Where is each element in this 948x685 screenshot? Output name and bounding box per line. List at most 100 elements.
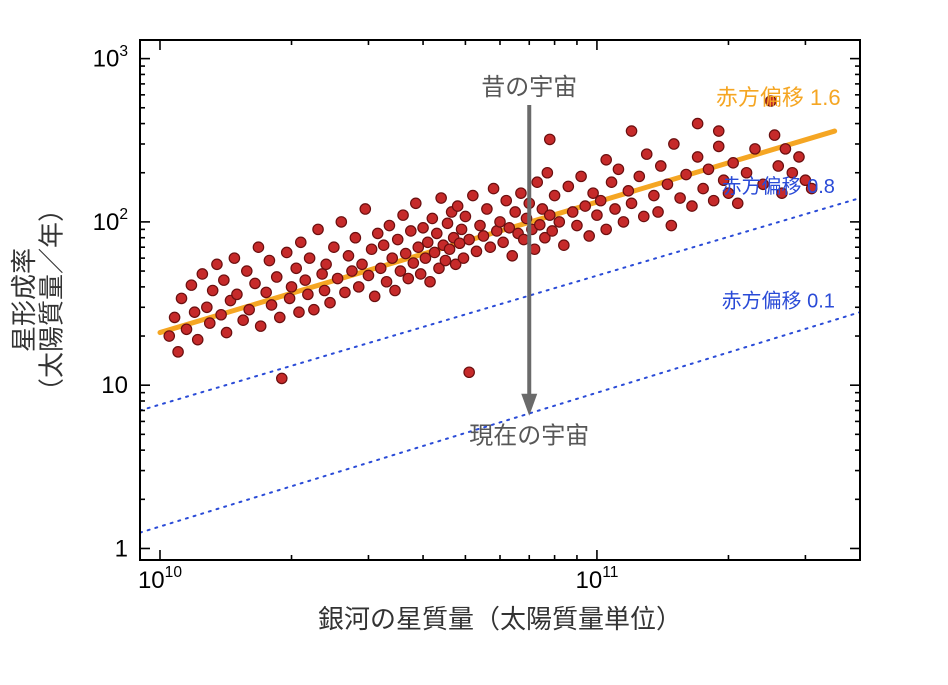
data-point <box>653 207 663 217</box>
data-point <box>261 287 271 297</box>
data-point <box>681 169 691 179</box>
arrow-label-bottom: 現在の宇宙 <box>469 423 589 450</box>
data-point <box>626 126 636 136</box>
data-point <box>420 253 430 263</box>
data-point <box>714 141 724 151</box>
data-point <box>475 220 485 230</box>
arrow-label-top: 昔の宇宙 <box>481 74 577 101</box>
data-point <box>189 307 199 317</box>
data-point <box>468 190 478 200</box>
data-point <box>272 272 282 282</box>
data-point <box>559 240 569 250</box>
data-point <box>436 193 446 203</box>
data-point <box>366 244 376 254</box>
data-point <box>584 231 594 241</box>
data-point <box>452 201 462 211</box>
data-point <box>400 248 410 258</box>
data-point <box>547 226 557 236</box>
data-point <box>592 210 602 220</box>
data-point <box>313 224 323 234</box>
data-point <box>303 289 313 299</box>
data-point <box>347 266 357 276</box>
data-point <box>618 217 628 227</box>
data-point <box>485 242 495 252</box>
data-point <box>458 253 468 263</box>
data-point <box>282 247 292 257</box>
data-point <box>340 287 350 297</box>
data-point <box>350 233 360 243</box>
data-point <box>363 270 373 280</box>
data-point <box>354 282 364 292</box>
data-point <box>623 186 633 196</box>
data-point <box>418 223 428 233</box>
data-point <box>317 269 327 279</box>
data-point <box>692 152 702 162</box>
data-point <box>207 285 217 295</box>
data-point <box>440 255 450 265</box>
data-point <box>332 273 342 283</box>
data-point <box>454 238 464 248</box>
data-point <box>510 207 520 217</box>
ref-line-label-1: 赤方偏移 0.1 <box>722 289 835 312</box>
y-axis-label: 星形成率（太陽質量／年） <box>9 196 66 404</box>
data-point <box>255 321 265 331</box>
data-point <box>378 240 388 250</box>
data-point <box>250 278 260 288</box>
data-point <box>284 293 294 303</box>
data-point <box>567 207 577 217</box>
data-point <box>666 220 676 230</box>
tick-label: 1010 <box>138 564 182 594</box>
data-point <box>780 144 790 154</box>
data-point <box>275 312 285 322</box>
fit-line-label: 赤方偏移 1.6 <box>716 85 841 110</box>
data-point <box>601 224 611 234</box>
data-point <box>545 134 555 144</box>
data-point <box>360 204 370 214</box>
data-point <box>456 224 466 234</box>
data-point <box>595 195 605 205</box>
ref-line-label-0: 赤方偏移 0.8 <box>722 175 835 198</box>
data-point <box>601 155 611 165</box>
data-point <box>406 226 416 236</box>
data-point <box>357 259 367 269</box>
data-point <box>321 259 331 269</box>
data-point <box>432 228 442 238</box>
data-point <box>343 251 353 261</box>
tick-label: 1011 <box>575 564 618 594</box>
data-point <box>205 318 215 328</box>
data-point <box>733 198 743 208</box>
data-point <box>656 161 666 171</box>
data-point <box>425 277 435 287</box>
data-point <box>728 158 738 168</box>
data-point <box>304 253 314 263</box>
data-point <box>482 204 492 214</box>
data-point <box>296 237 306 247</box>
data-point <box>415 269 425 279</box>
data-point <box>613 164 623 174</box>
data-point <box>669 139 679 149</box>
data-point <box>634 171 644 181</box>
data-point <box>542 168 552 178</box>
data-point <box>286 282 296 292</box>
scatter-chart: 昔の宇宙現在の宇宙 赤方偏移 1.6 赤方偏移 0.8 赤方偏移 0.1 1010 101… <box>0 0 948 685</box>
data-point <box>232 289 242 299</box>
data-point <box>507 251 517 261</box>
data-point <box>193 334 203 344</box>
data-point <box>498 237 508 247</box>
data-point <box>794 152 804 162</box>
data-point <box>423 237 433 247</box>
data-point <box>329 242 339 252</box>
data-point <box>393 234 403 244</box>
tick-label: 1 <box>115 535 128 562</box>
data-point <box>464 367 474 377</box>
data-point <box>264 255 274 265</box>
data-point <box>708 195 718 205</box>
chart-svg: 昔の宇宙現在の宇宙 赤方偏移 1.6 赤方偏移 0.8 赤方偏移 0.1 1010 101… <box>0 0 948 685</box>
data-point <box>229 253 239 263</box>
data-point <box>202 302 212 312</box>
data-point <box>186 280 196 290</box>
data-point <box>554 217 564 227</box>
data-point <box>464 234 474 244</box>
data-point <box>773 161 783 171</box>
data-point <box>408 258 418 268</box>
